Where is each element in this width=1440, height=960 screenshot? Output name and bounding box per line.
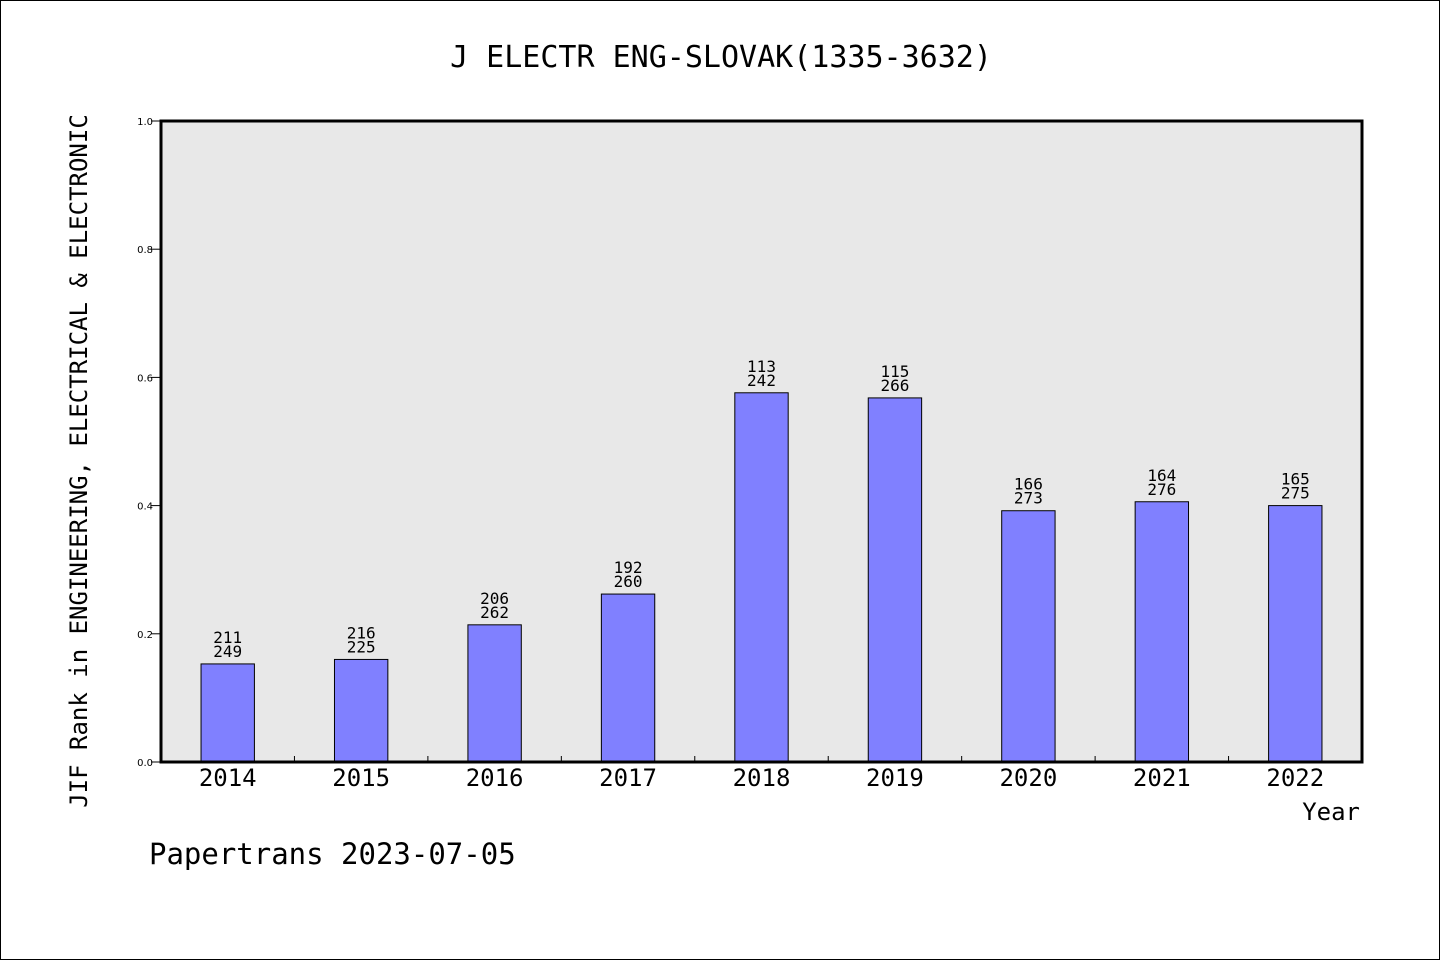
bar-2021: [1134, 501, 1190, 763]
total-label-2015: 225: [347, 637, 376, 656]
rank-label-2019: 115: [880, 362, 909, 381]
bar-2022: [1268, 505, 1323, 763]
y-tick-label-0: 0.0: [137, 758, 153, 769]
bar-2014: [200, 663, 255, 763]
total-label-2022: 275: [1281, 484, 1310, 503]
y-tick-label-4: 0.8: [137, 245, 153, 256]
bar-2016: [467, 624, 522, 763]
bar-2019: [867, 397, 923, 763]
plot-frame: [159, 119, 1364, 764]
chart-title: J ELECTR ENG-SLOVAK(1335-3632): [450, 40, 992, 75]
y-axis-label: JIF Rank in ENGINEERING, ELECTRICAL & EL…: [65, 114, 93, 808]
total-label-2017: 260: [614, 572, 643, 591]
footer-credit: Papertrans 2023-07-05: [149, 837, 516, 871]
x-tick-label-2021: 2021: [1133, 764, 1191, 792]
y-tick-label-3: 0.6: [137, 373, 153, 384]
bar-2018: [734, 392, 789, 763]
x-axis-label: Year: [1302, 798, 1360, 826]
total-label-2018: 242: [747, 371, 776, 390]
rank-label-2022: 165: [1281, 470, 1310, 489]
x-tick-label-2014: 2014: [199, 764, 257, 792]
rank-label-2014: 211: [213, 628, 242, 647]
x-tick-label-2015: 2015: [332, 764, 390, 792]
rank-label-2021: 164: [1147, 466, 1176, 485]
rank-label-2015: 216: [347, 623, 376, 642]
total-label-2014: 249: [213, 642, 242, 661]
bar-2020: [1001, 510, 1056, 763]
total-label-2021: 276: [1147, 480, 1176, 499]
x-tick-label-2020: 2020: [999, 764, 1057, 792]
bar-2015: [333, 658, 389, 763]
x-axis-ticks: 2014 2015 2016 2017 2018 2019 2020 2021 2022: [199, 756, 1324, 792]
rank-label-2020: 166: [1014, 475, 1043, 494]
x-tick-label-2018: 2018: [733, 764, 791, 792]
total-label-2016: 262: [480, 603, 509, 622]
y-axis-ticks: 0.0 0.2 0.4 0.6 0.8 1.0: [137, 117, 161, 769]
x-tick-label-2022: 2022: [1266, 764, 1324, 792]
total-label-2020: 273: [1014, 489, 1043, 508]
x-tick-label-2017: 2017: [599, 764, 657, 792]
y-tick-label-5: 1.0: [137, 117, 153, 128]
bar-2017: [600, 593, 656, 763]
y-tick-label-1: 0.2: [137, 630, 153, 641]
rank-label-2016: 206: [480, 589, 509, 608]
x-tick-label-2016: 2016: [466, 764, 524, 792]
rank-label-2017: 192: [614, 558, 643, 577]
x-tick-label-2019: 2019: [866, 764, 924, 792]
rank-label-2018: 113: [747, 357, 776, 376]
total-label-2019: 266: [880, 376, 909, 395]
y-tick-label-2: 0.4: [137, 502, 153, 513]
